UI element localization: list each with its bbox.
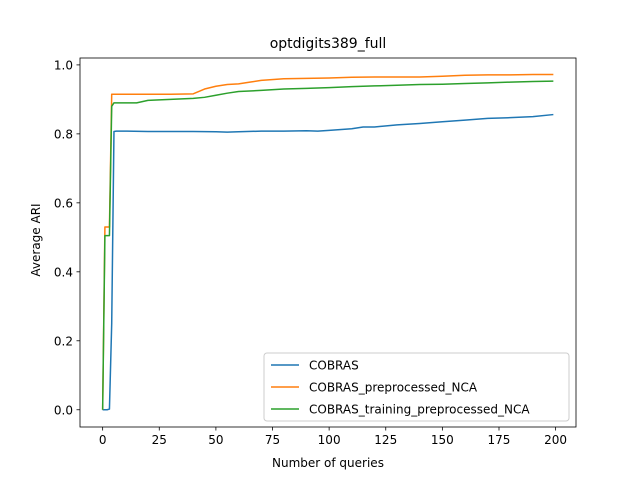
- legend-label-3: COBRAS_training_preprocessed_NCA: [309, 403, 530, 417]
- y-tick-label: 0.6: [54, 196, 73, 210]
- legend-box: [263, 352, 570, 422]
- x-tick-label: 125: [374, 433, 397, 447]
- series-line-2: [101, 73, 554, 410]
- y-tick-label: 0.8: [54, 127, 73, 141]
- y-tick-label: 0.2: [54, 334, 73, 348]
- x-axis-label: Number of queries: [272, 456, 384, 470]
- y-axis-label: Average ARI: [29, 203, 43, 276]
- legend-label-1: COBRAS: [309, 359, 359, 373]
- x-tick-label: 100: [318, 433, 341, 447]
- chart-title: optdigits389_full: [270, 36, 387, 52]
- x-tick-label: 50: [208, 433, 223, 447]
- legend-label-2: COBRAS_preprocessed_NCA: [309, 381, 478, 395]
- y-tick-label: 0.0: [54, 403, 73, 417]
- x-tick-label: 200: [544, 433, 567, 447]
- x-tick-label: 150: [431, 433, 454, 447]
- x-tick-label: 0: [99, 433, 107, 447]
- x-tick-label: 75: [265, 433, 280, 447]
- axes-frame: [79, 57, 577, 428]
- series-line-3: [101, 80, 554, 410]
- series-line-1: [102, 113, 554, 411]
- legend: COBRAS COBRAS_preprocessed_NCA COBRAS_trai…: [263, 352, 570, 422]
- x-tick-label: 25: [152, 433, 167, 447]
- plot-area: 0 25 50 75 100 125 150 175 200 0.0 0.2 0.4 0.6 0.8 1.0: [54, 57, 577, 447]
- y-tick-label: 1.0: [54, 58, 73, 72]
- x-tick-label: 175: [488, 433, 511, 447]
- y-tick-label: 0.4: [54, 265, 73, 279]
